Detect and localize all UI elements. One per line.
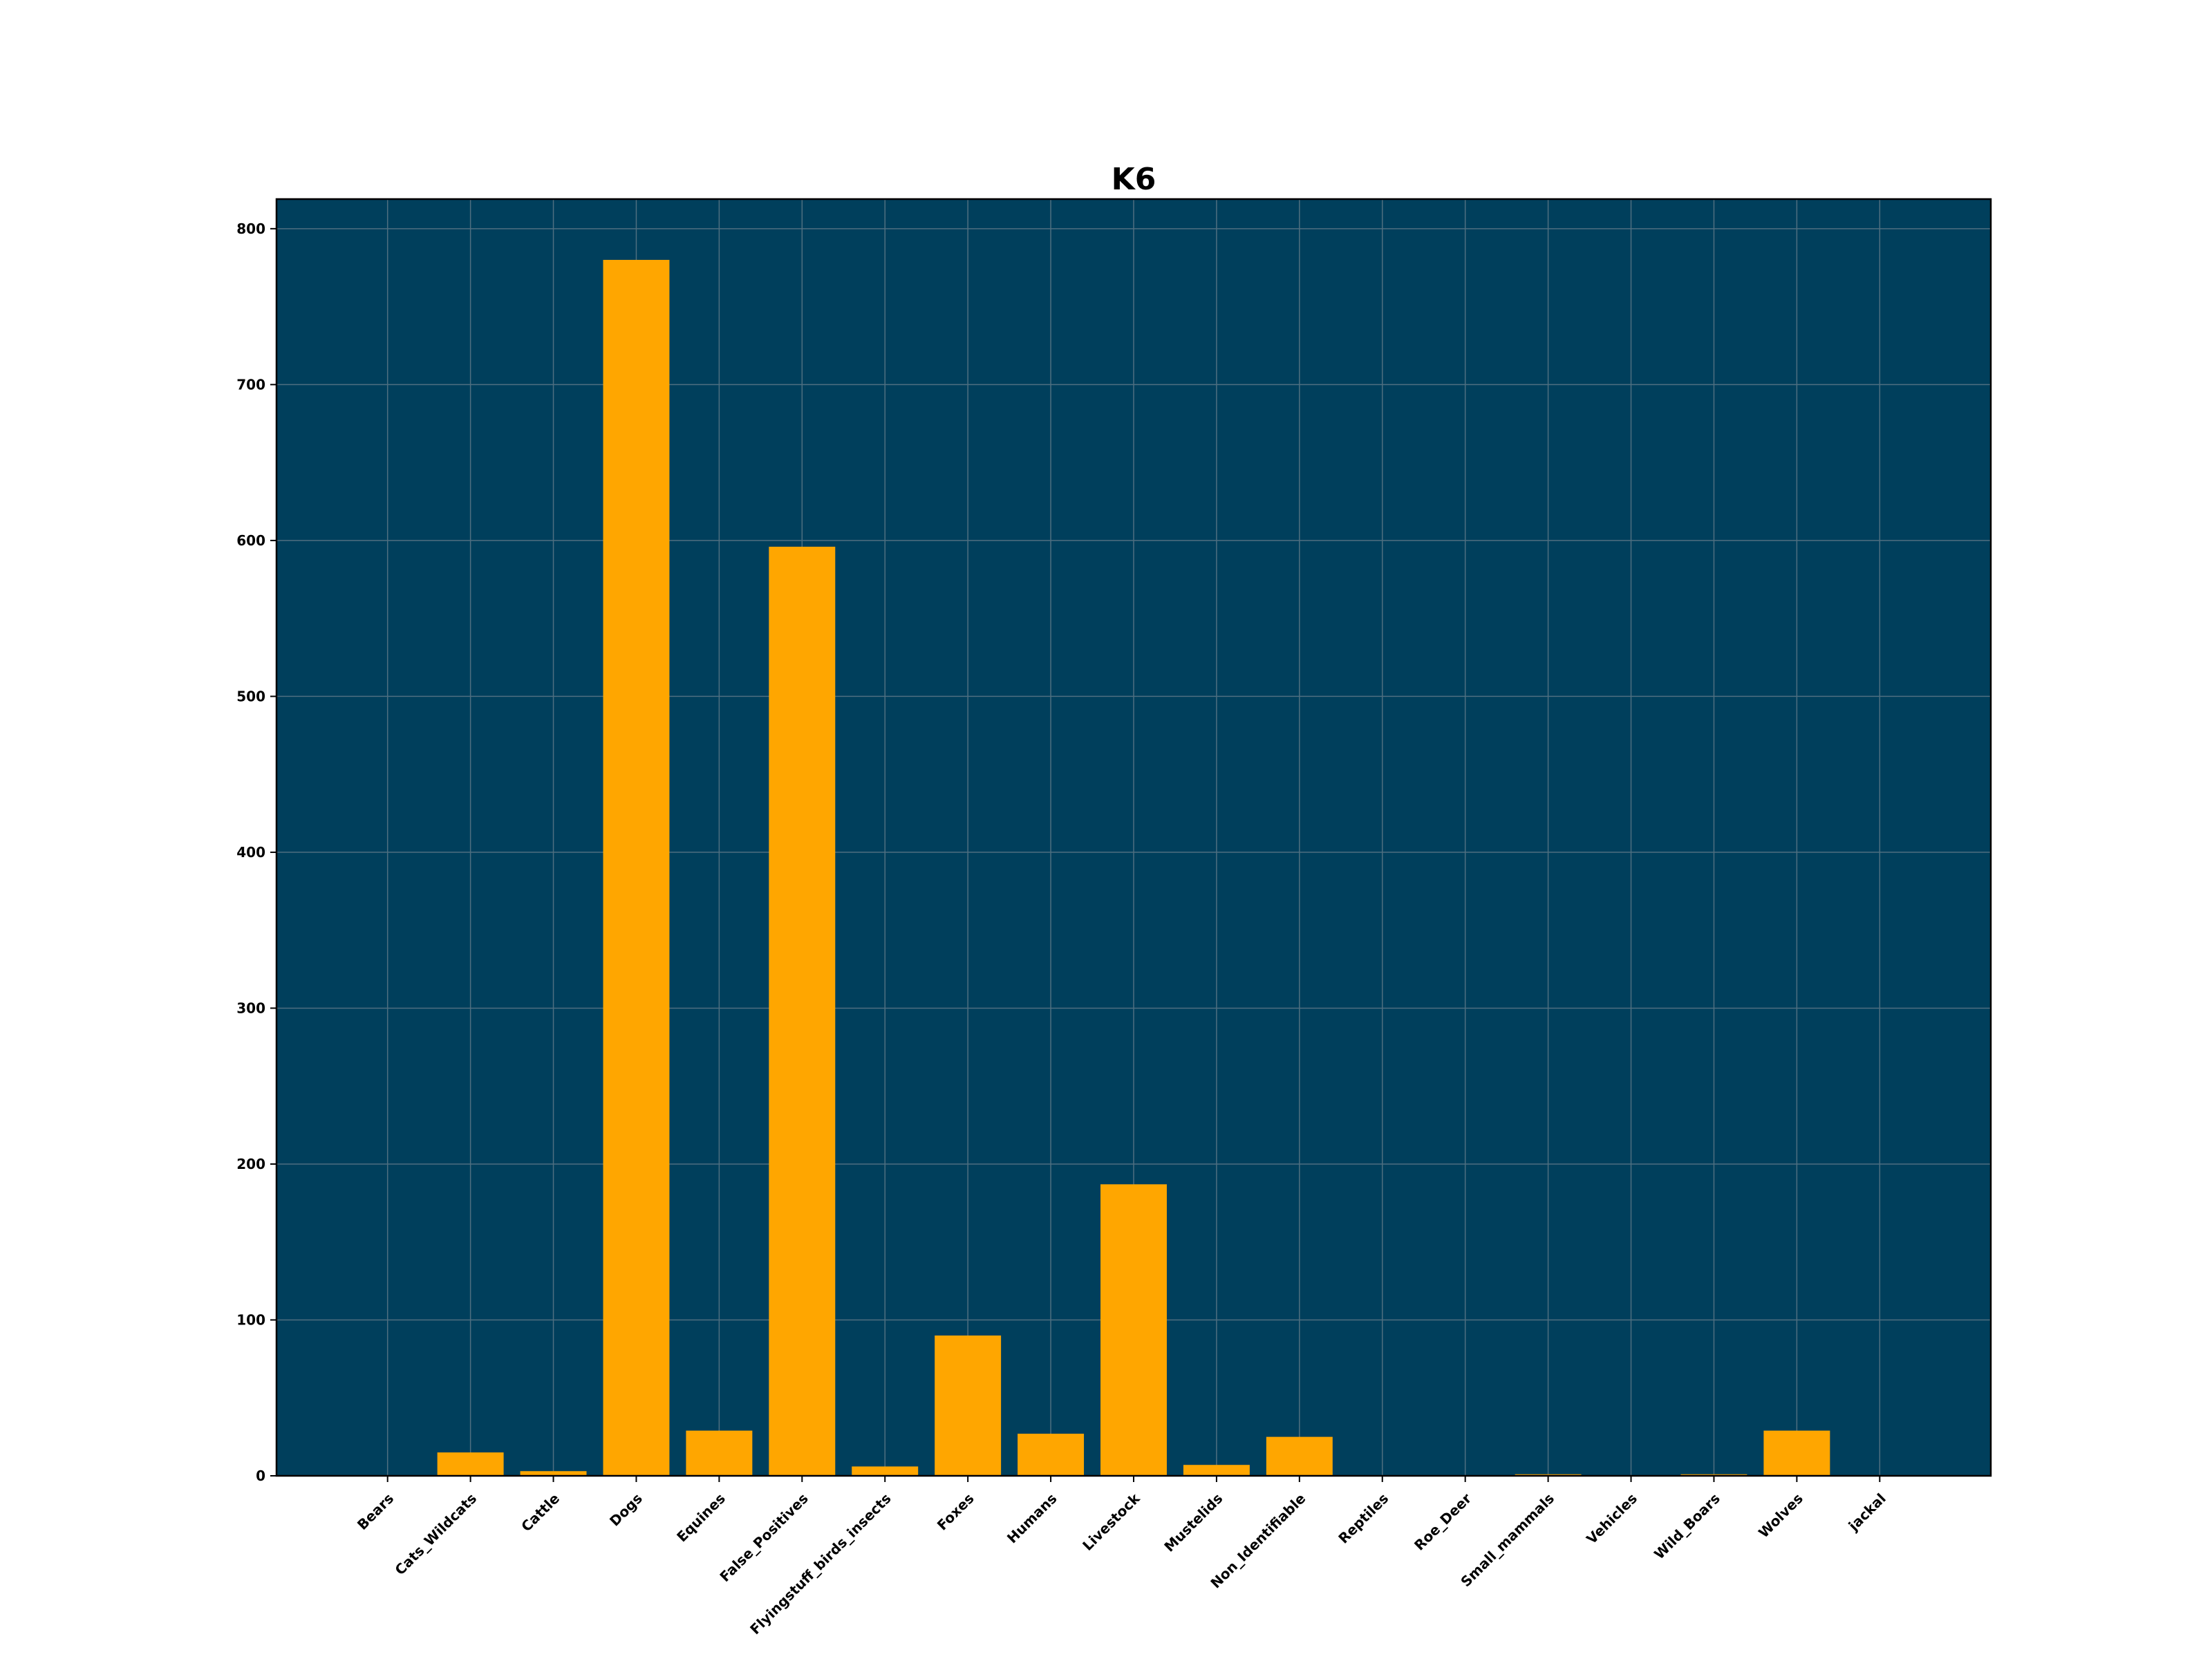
y-tick-label: 800 (236, 221, 265, 237)
y-tick-label: 500 (236, 688, 265, 704)
bar-cats-wildcats (437, 1452, 504, 1476)
y-tick-label: 700 (236, 376, 265, 393)
y-tick-label: 300 (236, 1000, 265, 1016)
bar-false-positives (769, 546, 836, 1476)
y-tick-label: 400 (236, 844, 265, 861)
y-tick-label: 600 (236, 532, 265, 549)
y-axis: 0 100 200 300 400 500 600 700 800 (236, 221, 276, 1484)
bar-cattle (520, 1471, 587, 1476)
bar-non-identifiable (1266, 1436, 1333, 1476)
bar-equines (686, 1430, 753, 1476)
y-tick-label: 200 (236, 1156, 265, 1172)
bar-flyingstuff-birds-insects (852, 1466, 919, 1476)
bar-livestock (1100, 1184, 1167, 1476)
bar-dogs (603, 259, 670, 1476)
bar-humans (1018, 1434, 1085, 1476)
bar-wolves (1763, 1430, 1830, 1476)
grid (276, 199, 1991, 1477)
bar-mustelids (1183, 1465, 1250, 1476)
bar-foxes (935, 1335, 1002, 1476)
y-tick-label: 0 (256, 1468, 265, 1484)
chart-title: K6 (1112, 162, 1156, 197)
bars (437, 259, 1830, 1476)
y-tick-label: 100 (236, 1311, 265, 1328)
